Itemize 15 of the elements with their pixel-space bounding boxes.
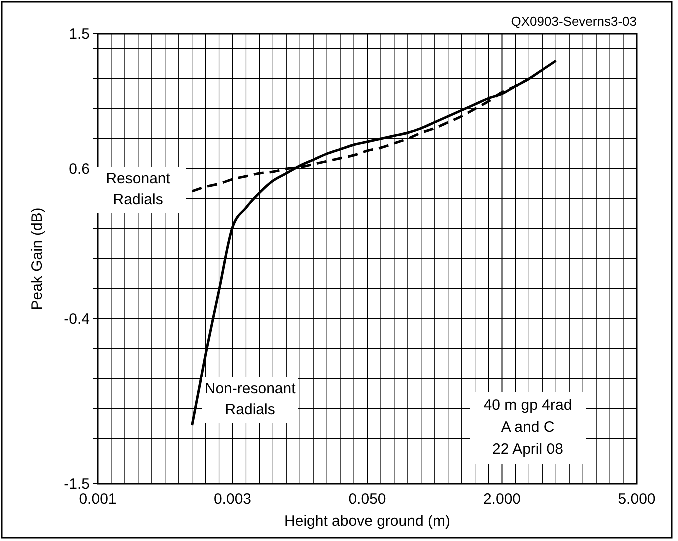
x-tick-label: 2.000	[483, 491, 522, 508]
y-tick-label: 1.5	[69, 26, 90, 43]
y-tick-label: -0.4	[64, 311, 90, 328]
x-axis-title: Height above ground (m)	[284, 513, 450, 530]
series-label: Non-resonant Radials	[204, 380, 297, 418]
x-tick-label: 0.003	[214, 491, 252, 508]
y-tick-label: 0.6	[69, 161, 90, 178]
x-tick-label: 5.000	[618, 491, 656, 508]
y-tick-label: -1.5	[64, 476, 90, 493]
annotation: 40 m gp 4rad A and C 22 April 08	[484, 397, 572, 458]
x-tick-label: 0.001	[79, 491, 117, 508]
y-axis-title: Peak Gain (dB)	[29, 208, 46, 310]
text: QX0903-Severns3-03	[511, 14, 637, 29]
x-tick-label: 0.050	[348, 491, 386, 508]
series-label: Resonant Radials	[106, 170, 172, 208]
